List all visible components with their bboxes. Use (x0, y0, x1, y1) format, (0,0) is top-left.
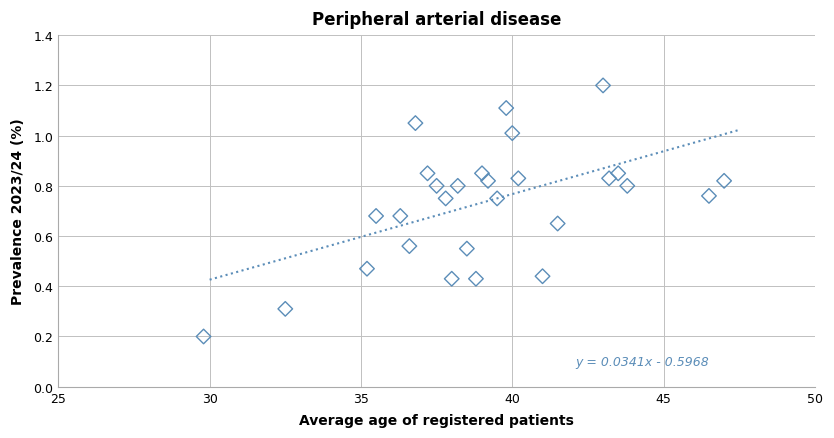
Point (360, 265, 374, 272)
Point (551, 220, 565, 227)
Point (460, 246, 474, 253)
Point (439, 195, 452, 202)
Point (475, 170, 489, 177)
Point (481, 178, 495, 185)
Point (536, 273, 550, 280)
Text: y = 0.0341x - 0.5968: y = 0.0341x - 0.5968 (575, 355, 709, 368)
Point (197, 333, 210, 340)
Point (602, 175, 615, 182)
Point (500, 105, 513, 112)
Point (505, 131, 519, 138)
Y-axis label: Prevalence 2023/24 (%): Prevalence 2023/24 (%) (11, 118, 25, 305)
Point (451, 183, 465, 190)
Point (409, 120, 422, 127)
Point (702, 193, 716, 200)
Point (445, 276, 459, 283)
Point (611, 170, 625, 177)
Point (394, 213, 407, 220)
Point (596, 83, 610, 90)
Point (620, 183, 634, 190)
X-axis label: Average age of registered patients: Average age of registered patients (299, 413, 574, 427)
Point (470, 276, 483, 283)
Title: Peripheral arterial disease: Peripheral arterial disease (312, 11, 561, 29)
Point (369, 213, 383, 220)
Point (490, 195, 504, 202)
Point (717, 178, 731, 185)
Point (403, 243, 416, 250)
Point (279, 306, 292, 313)
Point (511, 175, 525, 182)
Point (430, 183, 443, 190)
Point (421, 170, 435, 177)
